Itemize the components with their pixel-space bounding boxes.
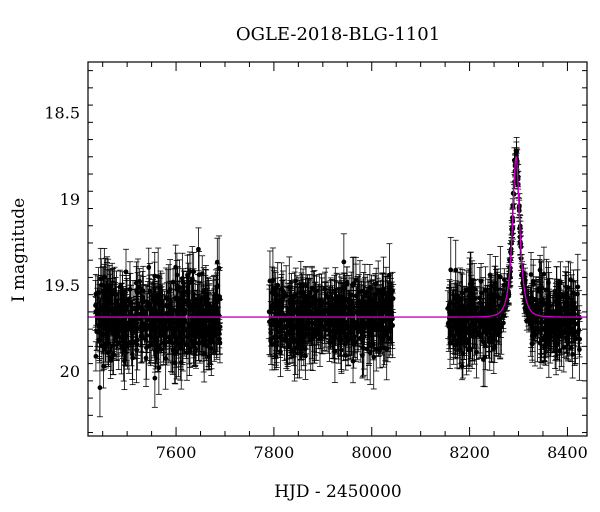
data-point — [268, 282, 275, 331]
data-point — [357, 284, 364, 341]
data-point — [96, 358, 103, 418]
data-point — [300, 282, 307, 322]
data-point — [132, 324, 139, 359]
data-point — [572, 280, 579, 336]
data-point — [370, 288, 377, 315]
x-tick-label: 8200 — [449, 443, 490, 462]
data-point — [337, 287, 344, 337]
chart-title: OGLE-2018-BLG-1101 — [236, 24, 440, 45]
data-point — [346, 300, 353, 356]
data-point — [487, 254, 494, 296]
data-point — [116, 286, 123, 328]
data-point — [378, 297, 385, 353]
data-point — [176, 259, 183, 316]
y-axis-label: I magnitude — [9, 198, 29, 302]
data-point — [294, 313, 301, 379]
data-point — [346, 290, 353, 316]
data-point — [98, 258, 105, 312]
data-point — [129, 315, 136, 348]
data-point — [273, 320, 280, 364]
data-point — [175, 310, 182, 378]
data-point — [276, 287, 283, 338]
data-point — [304, 278, 311, 314]
x-tick-label: 7600 — [156, 443, 197, 462]
data-point — [271, 270, 278, 308]
data-point — [287, 285, 294, 315]
data-point — [104, 283, 111, 345]
data-point — [147, 322, 154, 367]
data-point — [295, 277, 302, 338]
data-point — [123, 248, 130, 295]
data-point — [459, 352, 466, 381]
data-point — [172, 244, 179, 290]
data-point — [291, 324, 298, 382]
x-tick-label: 8400 — [547, 443, 588, 462]
data-point — [350, 301, 357, 342]
data-point — [93, 297, 100, 326]
data-point — [465, 328, 472, 372]
data-point — [299, 310, 306, 342]
data-point — [165, 302, 172, 330]
data-point — [145, 247, 152, 288]
data-point — [110, 268, 117, 317]
data-point — [179, 252, 186, 305]
x-axis-label: HJD - 2450000 — [274, 482, 402, 502]
data-point — [364, 296, 371, 354]
data-point — [373, 327, 380, 372]
y-tick-label: 19 — [60, 190, 80, 209]
data-point — [318, 277, 325, 341]
data-point — [185, 303, 192, 345]
data-point — [160, 298, 167, 363]
data-point — [113, 320, 120, 351]
data-point — [211, 288, 218, 354]
data-point — [482, 312, 489, 348]
y-tick-label: 19.5 — [44, 276, 80, 295]
data-point — [115, 315, 122, 371]
data-point — [144, 281, 151, 332]
data-point — [284, 318, 291, 365]
data-point — [188, 327, 195, 355]
data-point — [306, 290, 313, 331]
data-point — [216, 267, 223, 331]
data-point — [387, 301, 394, 356]
data-point — [195, 227, 202, 272]
data-point — [202, 292, 209, 359]
data-point — [140, 284, 147, 320]
x-tick-label: 7800 — [254, 443, 295, 462]
data-point — [537, 254, 544, 286]
x-tick-label: 8000 — [351, 443, 392, 462]
plot-area — [88, 137, 587, 418]
data-point — [543, 298, 550, 343]
data-point — [99, 288, 106, 353]
data-point — [350, 339, 357, 384]
data-point — [157, 284, 164, 332]
y-tick-label: 20 — [60, 362, 80, 381]
data-point — [272, 294, 279, 336]
data-point — [575, 312, 582, 348]
data-point — [289, 296, 296, 344]
data-point — [120, 322, 127, 382]
y-tick-label: 18.5 — [44, 104, 80, 123]
data-point — [205, 302, 212, 367]
data-point — [451, 321, 458, 358]
data-points — [92, 137, 583, 418]
data-point — [280, 293, 287, 349]
data-point — [360, 281, 367, 333]
data-point — [153, 311, 160, 367]
data-point — [298, 324, 305, 371]
data-point — [133, 261, 140, 321]
data-point — [96, 318, 103, 364]
data-point — [183, 271, 190, 313]
